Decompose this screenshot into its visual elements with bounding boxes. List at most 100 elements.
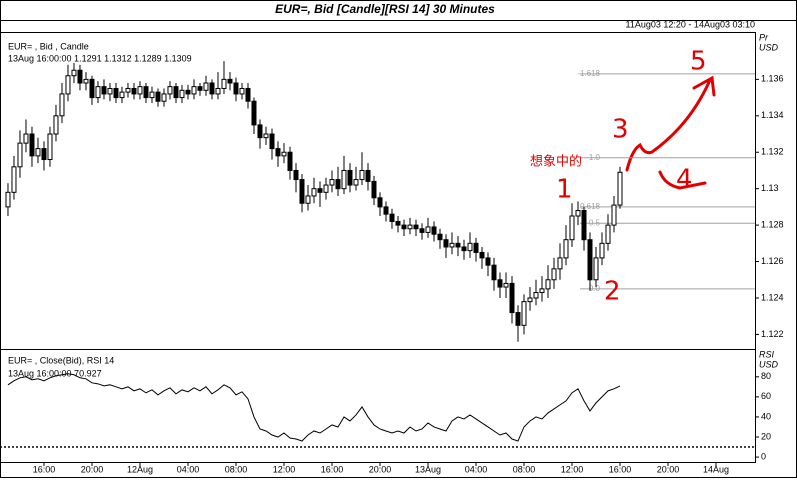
- candle-body: [251, 100, 257, 126]
- candle-body: [59, 93, 65, 117]
- candle-body: [611, 204, 617, 226]
- candle-body: [233, 82, 239, 95]
- level-label: 0.0: [589, 284, 601, 293]
- legend-title: EUR= , Bid , Candle: [8, 41, 89, 51]
- x-tick-label: 12:00: [561, 464, 584, 474]
- candle-body: [461, 246, 467, 252]
- candle-body: [605, 224, 611, 244]
- candle-body: [449, 242, 455, 248]
- candle-body: [41, 148, 47, 161]
- candle-body: [203, 82, 209, 91]
- candle-body: [455, 242, 461, 248]
- level-label: -1.618: [577, 69, 600, 78]
- annotation: 2: [604, 277, 621, 307]
- candle-body: [83, 78, 89, 84]
- candle-body: [587, 239, 593, 281]
- y-tick-label: 1.132: [761, 147, 784, 157]
- x-tick-label: 12:00: [273, 464, 296, 474]
- rsi-panel: [0, 349, 756, 463]
- x-tick-label: 12Aug: [127, 464, 153, 474]
- annotation: 4: [676, 165, 693, 195]
- candle-body: [257, 124, 263, 139]
- candle-body: [341, 169, 347, 190]
- candle-body: [143, 86, 149, 99]
- candle-body: [173, 86, 179, 99]
- candle-body: [509, 282, 515, 314]
- candle-body: [575, 210, 581, 217]
- y-tick-label: 80: [761, 371, 771, 381]
- candle-body: [353, 179, 359, 186]
- candle-body: [407, 224, 413, 230]
- rsi-line: [7, 373, 621, 442]
- candle-body: [293, 169, 299, 181]
- candle-body: [317, 188, 323, 193]
- candle-body: [473, 242, 479, 253]
- date-range: 11Aug03 12:20 - 14Aug03 03:10: [626, 19, 755, 29]
- arrow: [625, 78, 712, 172]
- y-tick-label: 1.124: [761, 292, 784, 302]
- level-label: 0.618: [580, 202, 601, 211]
- candle-body: [185, 89, 191, 95]
- candle-body: [239, 87, 245, 95]
- x-tick-label: 16:00: [609, 464, 632, 474]
- candle-body: [545, 279, 551, 290]
- candle-body: [485, 257, 491, 266]
- y-tick-label: 1.128: [761, 219, 784, 229]
- candle-body: [401, 224, 407, 230]
- candle-body: [305, 195, 311, 204]
- candle-body: [191, 86, 197, 95]
- candle-body: [95, 86, 101, 99]
- candle-body: [371, 180, 377, 199]
- candle-body: [245, 87, 251, 102]
- candle-body: [35, 148, 41, 157]
- y-tick-label: 1.13: [761, 183, 779, 193]
- candle-body: [581, 210, 587, 241]
- candle-body: [593, 257, 599, 281]
- candle-body: [23, 133, 29, 144]
- candle-body: [569, 215, 575, 241]
- candle-body: [413, 224, 419, 230]
- y-tick-label: 1.126: [761, 256, 784, 266]
- candle-body: [119, 91, 125, 99]
- candle-body: [347, 169, 353, 186]
- annotation: 3: [612, 115, 629, 145]
- candle-body: [383, 206, 389, 215]
- chart-title: EUR=, Bid [Candle][RSI 14] 30 Minutes: [275, 2, 495, 16]
- candle-body: [161, 93, 167, 102]
- y-unit: USD: [759, 42, 779, 52]
- candle-body: [329, 179, 335, 186]
- candle-body: [365, 169, 371, 182]
- y-label: RSI: [759, 349, 775, 359]
- candle-body: [287, 151, 293, 171]
- level-label: 0.5: [589, 218, 601, 227]
- y-tick-label: 1.136: [761, 74, 784, 84]
- y-tick-label: 1.134: [761, 110, 784, 120]
- candle-body: [107, 87, 113, 95]
- candle-body: [89, 78, 95, 99]
- candle-body: [29, 133, 35, 157]
- candle-body: [47, 133, 53, 161]
- candle-body: [269, 133, 275, 150]
- candle-body: [515, 312, 521, 326]
- stroke: [658, 170, 707, 190]
- candle-body: [335, 179, 341, 190]
- candle-body: [563, 239, 569, 259]
- candle-body: [53, 115, 59, 135]
- candle-body: [125, 87, 131, 93]
- level-label: 1.0: [589, 153, 601, 162]
- candle-body: [443, 239, 449, 248]
- candle-body: [497, 279, 503, 288]
- y-tick-label: 60: [761, 391, 771, 401]
- candle-body: [299, 179, 305, 204]
- candle-body: [527, 297, 533, 303]
- x-tick-label: 16:00: [321, 464, 344, 474]
- x-tick-label: 04:00: [177, 464, 200, 474]
- y-tick-label: 20: [761, 431, 771, 441]
- candle-body: [599, 242, 605, 259]
- candle-body: [11, 166, 17, 193]
- candle-body: [221, 78, 227, 89]
- candle-body: [77, 69, 83, 84]
